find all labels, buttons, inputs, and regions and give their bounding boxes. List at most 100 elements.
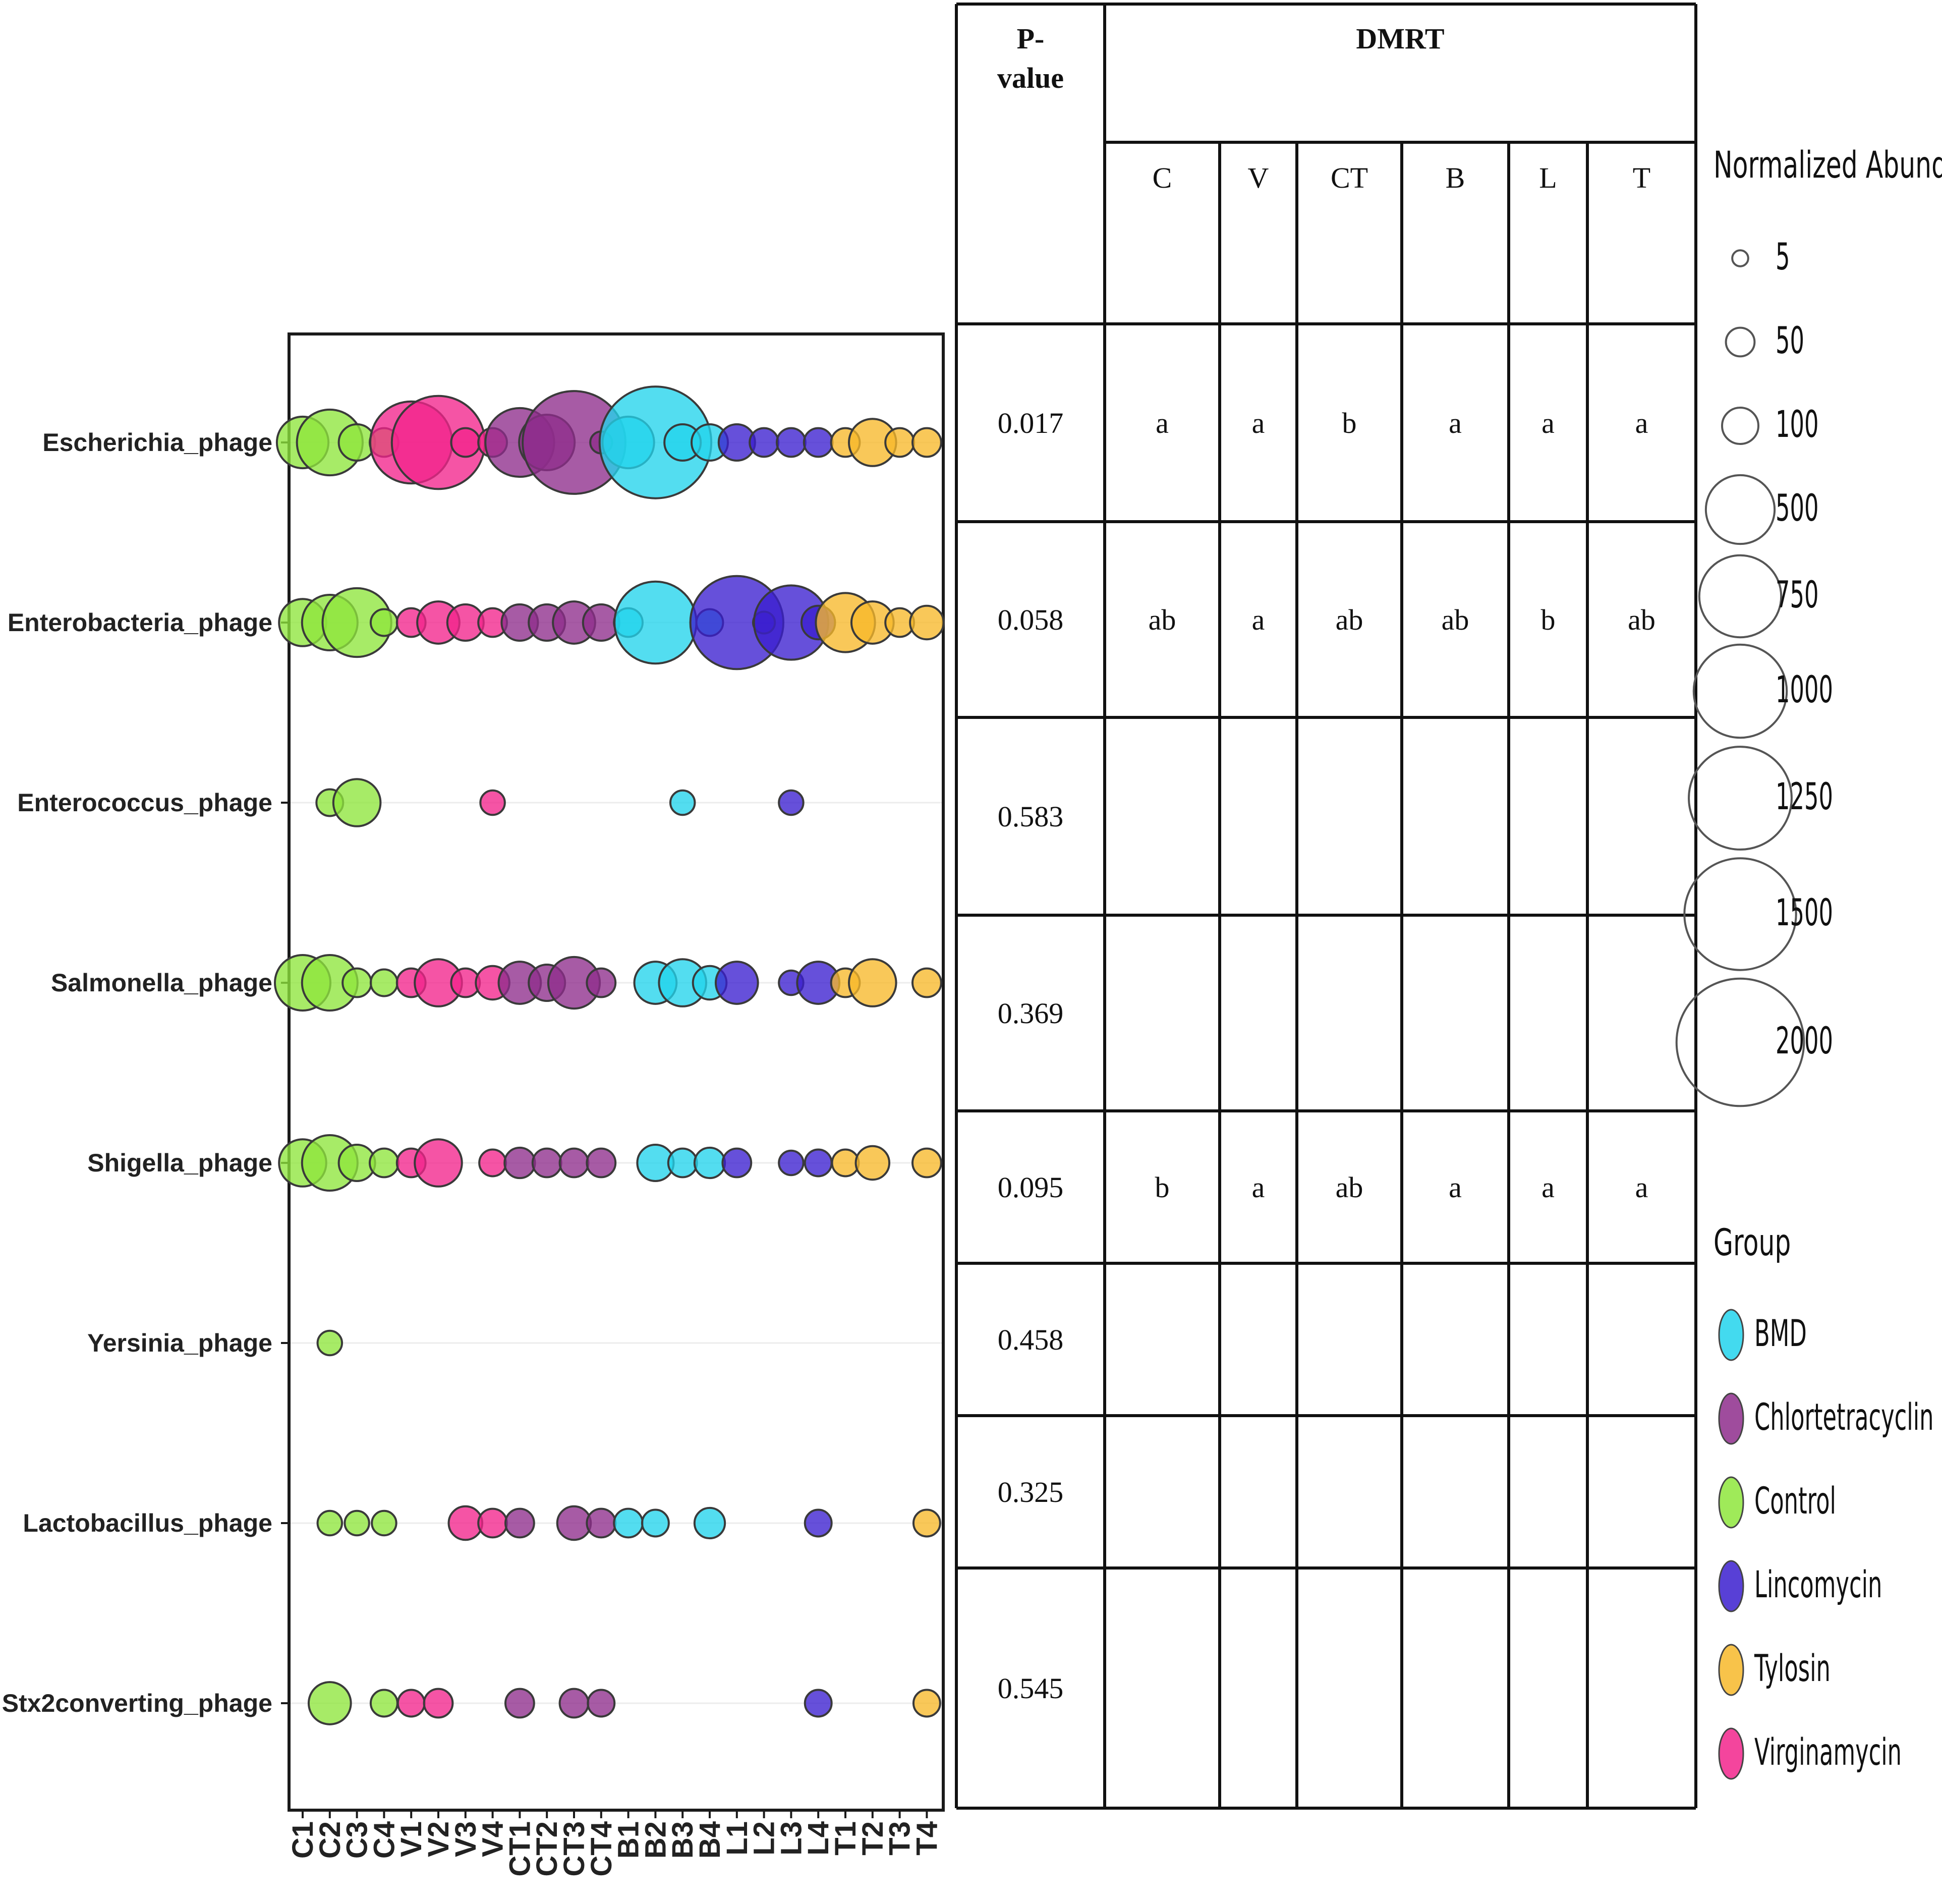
dmrt-letter: a <box>1252 407 1265 439</box>
y-tick-label: Enterobacteria_phage <box>8 608 272 637</box>
bubble-point <box>423 1688 454 1719</box>
column-header: L <box>1539 161 1557 194</box>
pvalue-cell: 0.095 <box>998 1171 1064 1204</box>
bubble-point <box>503 1146 536 1180</box>
y-tick-label: Lactobacillus_phage <box>23 1509 272 1537</box>
bubble-point <box>344 1509 370 1537</box>
bubble-point <box>478 1148 507 1178</box>
size-legend-label: 1500 <box>1776 892 1833 934</box>
bubble-point <box>693 1146 726 1180</box>
column-header: V <box>1248 161 1269 194</box>
x-tick-label: C3 <box>341 1821 374 1859</box>
x-tick-label: T4 <box>910 1821 943 1856</box>
bubble-point <box>316 1509 344 1537</box>
bubble-point <box>721 1147 753 1179</box>
group-legend-key <box>1718 1476 1744 1529</box>
x-tick-label: C4 <box>368 1821 401 1859</box>
dmrt-letter: a <box>1252 603 1265 636</box>
group-legend-key <box>1718 1727 1744 1780</box>
bubble-point <box>558 1147 590 1179</box>
x-tick-label: V3 <box>449 1821 482 1857</box>
group-legend-key <box>1718 1309 1744 1361</box>
y-tick-label: Stx2converting_phage <box>2 1689 272 1717</box>
dmrt-header: DMRT <box>1356 22 1444 55</box>
bubble-point <box>556 1505 592 1541</box>
group-legend-label: Chlortetracyclin <box>1754 1396 1934 1439</box>
dmrt-letter: ab <box>1149 603 1176 636</box>
bubble-point <box>831 1148 860 1178</box>
x-tick-label: T2 <box>856 1821 889 1856</box>
x-tick-label: T3 <box>884 1821 917 1856</box>
size-legend-circle <box>1698 554 1783 639</box>
group-legend-label: Control <box>1754 1480 1836 1523</box>
bubble-point <box>778 1149 805 1177</box>
bubble-point <box>586 1147 617 1179</box>
size-legend-label: 5 <box>1776 236 1790 278</box>
bubble-point <box>558 1688 590 1719</box>
size-legend-label: 500 <box>1776 487 1819 530</box>
bubble-plot: Escherichia_phage Enterobacteria_phage Ent… <box>2 332 945 1877</box>
bubble-point <box>477 1507 508 1539</box>
bubble-point <box>804 1148 833 1178</box>
size-legend-label: 1000 <box>1776 669 1833 711</box>
bubble-point <box>776 427 807 458</box>
size-legend-circle <box>1721 407 1759 445</box>
bubble-point <box>778 789 805 816</box>
bubble-point <box>911 1147 942 1179</box>
group-legend-key <box>1718 1560 1744 1612</box>
pvalue-cell: 0.017 <box>998 407 1064 439</box>
bubble-point <box>613 1507 644 1539</box>
pvalue-cell: 0.058 <box>998 603 1064 636</box>
x-tick-label: CT1 <box>503 1821 536 1877</box>
dmrt-letter: a <box>1635 407 1648 439</box>
dmrt-letter: b <box>1541 603 1556 636</box>
bubble-point <box>848 958 897 1007</box>
bubble-point <box>667 1147 698 1179</box>
y-tick-label: Shigella_phage <box>87 1149 272 1177</box>
y-tick-label: Salmonella_phage <box>51 969 272 997</box>
bubble-point <box>504 1688 535 1719</box>
size-legend-label: 100 <box>1776 404 1819 446</box>
pvalue-cell: 0.325 <box>998 1476 1064 1508</box>
bubble-point <box>669 789 696 816</box>
bubble-point <box>586 967 617 998</box>
x-tick-label: B4 <box>694 1821 726 1859</box>
size-legend-circle <box>1692 643 1788 739</box>
pvalue-cell: 0.458 <box>998 1323 1064 1356</box>
bubble-point <box>531 1147 562 1179</box>
column-header: CT <box>1331 161 1368 194</box>
x-tick-label: CT2 <box>531 1821 563 1877</box>
bubble-point <box>587 1689 616 1718</box>
bubble-point <box>479 789 506 816</box>
x-tick-label: L2 <box>748 1821 781 1856</box>
bubble-point <box>884 427 915 458</box>
plot-frame <box>288 332 945 1812</box>
dmrt-letter: a <box>1449 1171 1462 1204</box>
bubble-point <box>369 1689 398 1718</box>
dmrt-letter: b <box>1155 1171 1170 1204</box>
bubble-point <box>911 967 942 998</box>
x-tick-label: L1 <box>721 1821 754 1856</box>
bubble-point <box>912 1508 941 1538</box>
bubble-point <box>613 580 698 665</box>
size-legend-circle <box>1688 746 1793 851</box>
size-legend-label: 2000 <box>1776 1020 1833 1062</box>
dmrt-letter: ab <box>1336 1171 1363 1204</box>
dmrt-letter: ab <box>1442 603 1469 636</box>
dmrt-letter: b <box>1342 407 1357 439</box>
x-tick-label: C2 <box>314 1821 347 1859</box>
pvalue-cell: 0.369 <box>998 997 1064 1030</box>
bubble-point <box>396 1689 426 1718</box>
group-legend-label: Tylosin <box>1754 1648 1831 1690</box>
x-tick-label: L4 <box>802 1821 835 1856</box>
bubble-point <box>714 961 759 1005</box>
size-legend-circle <box>1675 977 1805 1107</box>
dmrt-letter: ab <box>1336 603 1363 636</box>
x-tick-label: B1 <box>612 1821 645 1859</box>
bubble-point <box>332 778 382 827</box>
bubble-point <box>447 1505 484 1541</box>
group-legend-title: Group <box>1713 1221 1791 1264</box>
bubble-point <box>804 1508 833 1538</box>
bubble-point <box>909 604 945 641</box>
